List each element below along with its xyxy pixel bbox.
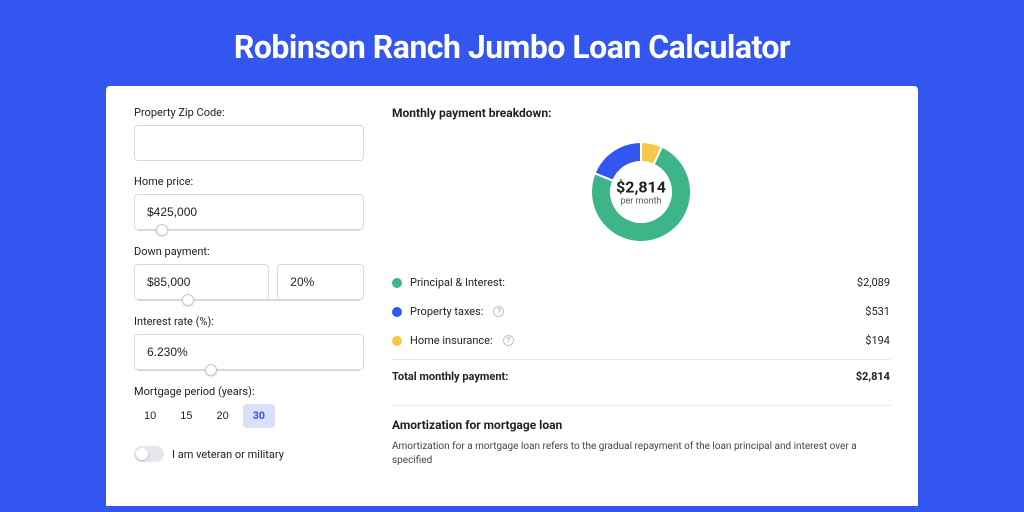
legend-total-row: Total monthly payment: $2,814 bbox=[392, 359, 890, 391]
down-payment-field-group: Down payment: bbox=[134, 245, 364, 301]
legend-row-property_taxes: Property taxes:? $531 bbox=[392, 297, 890, 326]
down-payment-slider-thumb[interactable] bbox=[182, 294, 194, 306]
home-price-slider-thumb[interactable] bbox=[156, 224, 168, 236]
zip-label: Property Zip Code: bbox=[134, 106, 364, 119]
down-payment-input[interactable] bbox=[134, 264, 269, 300]
legend-row-principal_interest: Principal & Interest: $2,089 bbox=[392, 268, 890, 297]
zip-input[interactable] bbox=[134, 125, 364, 161]
amortization-text: Amortization for a mortgage loan refers … bbox=[392, 440, 890, 468]
amortization-title: Amortization for mortgage loan bbox=[392, 418, 890, 432]
legend-value: $194 bbox=[865, 334, 890, 347]
page-title: Robinson Ranch Jumbo Loan Calculator bbox=[0, 0, 1024, 86]
home-price-slider[interactable] bbox=[138, 229, 360, 231]
legend-dot-icon bbox=[392, 278, 402, 288]
period-field-group: Mortgage period (years): 10152030 bbox=[134, 385, 364, 428]
legend: Principal & Interest: $2,089 Property taxe… bbox=[392, 268, 890, 355]
period-tab-15[interactable]: 15 bbox=[170, 404, 202, 428]
home-price-input[interactable] bbox=[134, 194, 364, 230]
donut-chart-wrap: $2,814 per month bbox=[392, 132, 890, 252]
veteran-toggle-row: I am veteran or military bbox=[134, 446, 364, 462]
donut-slice-property_taxes bbox=[595, 142, 641, 181]
period-tab-10[interactable]: 10 bbox=[134, 404, 166, 428]
legend-row-home_insurance: Home insurance:? $194 bbox=[392, 326, 890, 355]
legend-dot-icon bbox=[392, 336, 402, 346]
calculator-card: Property Zip Code: Home price: Down paym… bbox=[106, 86, 918, 506]
breakdown-column: Monthly payment breakdown: $2,814 per mo… bbox=[384, 106, 890, 506]
home-price-label: Home price: bbox=[134, 175, 364, 188]
donut-center: $2,814 per month bbox=[616, 178, 666, 207]
period-tabs: 10152030 bbox=[134, 404, 364, 428]
down-payment-slider[interactable] bbox=[138, 299, 360, 301]
legend-value: $531 bbox=[865, 305, 890, 318]
interest-rate-slider-thumb[interactable] bbox=[205, 364, 217, 376]
period-tab-20[interactable]: 20 bbox=[207, 404, 239, 428]
legend-value: $2,089 bbox=[857, 276, 890, 289]
home-price-field-group: Home price: bbox=[134, 175, 364, 231]
interest-rate-input[interactable] bbox=[134, 334, 364, 370]
donut-sublabel: per month bbox=[616, 197, 666, 207]
help-icon[interactable]: ? bbox=[503, 335, 514, 346]
down-payment-label: Down payment: bbox=[134, 245, 364, 258]
toggle-knob-icon bbox=[136, 448, 148, 460]
donut-chart: $2,814 per month bbox=[581, 132, 701, 252]
period-tab-30[interactable]: 30 bbox=[243, 404, 275, 428]
help-icon[interactable]: ? bbox=[493, 306, 504, 317]
interest-rate-label: Interest rate (%): bbox=[134, 315, 364, 328]
zip-field-group: Property Zip Code: bbox=[134, 106, 364, 161]
form-column: Property Zip Code: Home price: Down paym… bbox=[134, 106, 384, 506]
legend-total-label: Total monthly payment: bbox=[392, 370, 508, 383]
interest-rate-slider[interactable] bbox=[138, 369, 360, 371]
donut-amount: $2,814 bbox=[616, 178, 666, 197]
amortization-section: Amortization for mortgage loan Amortizat… bbox=[392, 405, 890, 468]
legend-label: Principal & Interest: bbox=[410, 276, 505, 289]
period-label: Mortgage period (years): bbox=[134, 385, 364, 398]
interest-rate-field-group: Interest rate (%): bbox=[134, 315, 364, 371]
veteran-toggle[interactable] bbox=[134, 446, 164, 462]
legend-label: Property taxes: bbox=[410, 305, 483, 318]
legend-total-value: $2,814 bbox=[856, 370, 890, 383]
veteran-toggle-label: I am veteran or military bbox=[172, 448, 284, 461]
breakdown-title: Monthly payment breakdown: bbox=[392, 106, 890, 120]
down-payment-pct-input[interactable] bbox=[277, 264, 364, 300]
legend-label: Home insurance: bbox=[410, 334, 493, 347]
legend-dot-icon bbox=[392, 307, 402, 317]
